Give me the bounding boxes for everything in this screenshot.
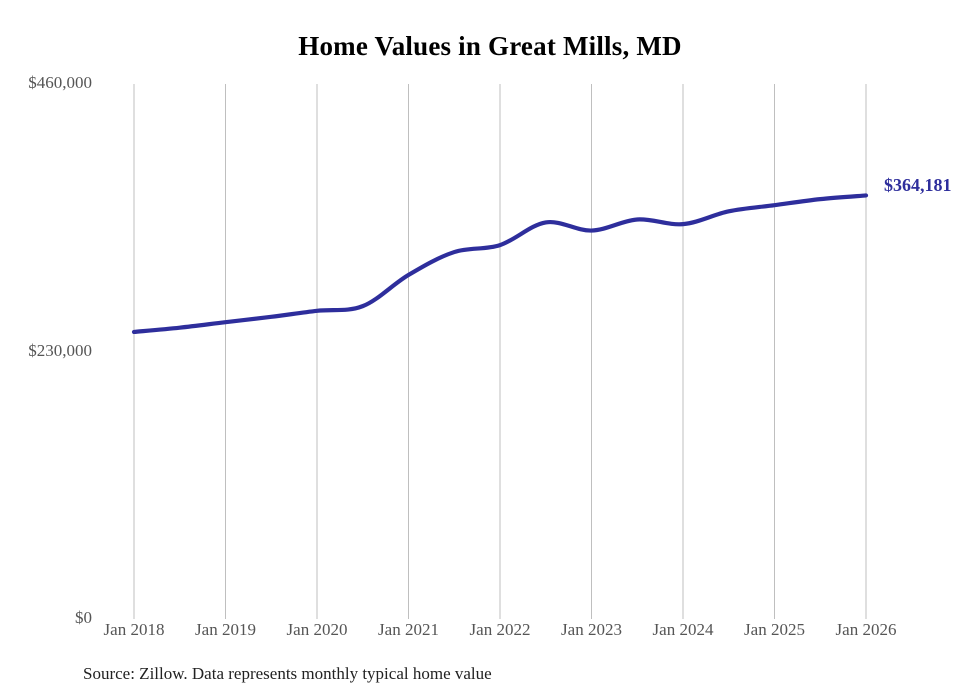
x-axis-tick-label-jan-2025: Jan 2025 (744, 620, 805, 639)
latest-value-annotation: $364,181 (884, 175, 952, 196)
source-note: Source: Zillow. Data represents monthly … (83, 664, 492, 683)
series-group (131, 193, 869, 335)
x-axis-tick-label-jan-2022: Jan 2022 (469, 620, 531, 639)
y-axis-tick-label-0: $0 (75, 608, 92, 627)
y-axis-tick-label-460000: $460,000 (28, 73, 92, 92)
x-axis-tick-label-jan-2020: Jan 2020 (286, 620, 348, 639)
series-line-typical-home-value (131, 193, 869, 335)
x-axis-tick-label-jan-2023: Jan 2023 (561, 620, 622, 639)
x-axis-tick-label-jan-2024: Jan 2024 (652, 620, 714, 639)
x-axis-tick-label-jan-2019: Jan 2019 (195, 620, 256, 639)
chart-title: Home Values in Great Mills, MD (298, 31, 682, 61)
y-axis-tick-label-230000: $230,000 (28, 340, 92, 360)
x-axis-tick-label-jan-2021: Jan 2021 (378, 620, 439, 639)
x-axis-tick-label-jan-2018: Jan 2018 (103, 620, 165, 639)
gridlines-group (133, 84, 867, 619)
x-axis-tick-label-jan-2026: Jan 2026 (835, 620, 897, 639)
